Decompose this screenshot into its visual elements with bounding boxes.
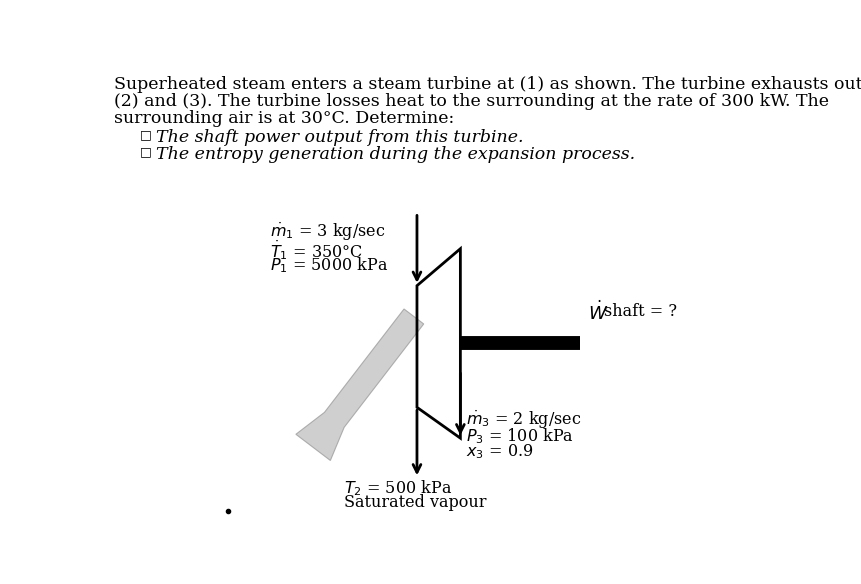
Text: The shaft power output from this turbine.: The shaft power output from this turbine… xyxy=(156,128,523,145)
Text: (2) and (3). The turbine losses heat to the surrounding at the rate of 300 kW. T: (2) and (3). The turbine losses heat to … xyxy=(114,93,828,110)
Text: Saturated vapour: Saturated vapour xyxy=(344,493,486,510)
Text: $x_3$ = 0.9: $x_3$ = 0.9 xyxy=(465,443,533,461)
Text: $P_1$ = 5000 kPa: $P_1$ = 5000 kPa xyxy=(270,255,388,274)
Text: $\dot{m}_1$ = 3 kg/sec: $\dot{m}_1$ = 3 kg/sec xyxy=(270,221,386,243)
Text: $\dot{m}_3$ = 2 kg/sec: $\dot{m}_3$ = 2 kg/sec xyxy=(465,409,580,431)
Text: The entropy generation during the expansion process.: The entropy generation during the expans… xyxy=(156,145,635,162)
Text: Superheated steam enters a steam turbine at (1) as shown. The turbine exhausts o: Superheated steam enters a steam turbine… xyxy=(114,77,861,93)
Text: $P_3$ = 100 kPa: $P_3$ = 100 kPa xyxy=(465,426,573,446)
Text: □: □ xyxy=(140,145,152,158)
Polygon shape xyxy=(295,309,424,460)
Text: $T_2$ = 500 kPa: $T_2$ = 500 kPa xyxy=(344,478,452,498)
Text: surrounding air is at 30°C. Determine:: surrounding air is at 30°C. Determine: xyxy=(114,110,454,127)
Text: shaft = ?: shaft = ? xyxy=(603,304,676,321)
Text: $\dot{T}_1$ = 350°C: $\dot{T}_1$ = 350°C xyxy=(270,238,363,262)
Text: □: □ xyxy=(140,128,152,141)
Text: $\dot{W}$: $\dot{W}$ xyxy=(587,301,608,324)
